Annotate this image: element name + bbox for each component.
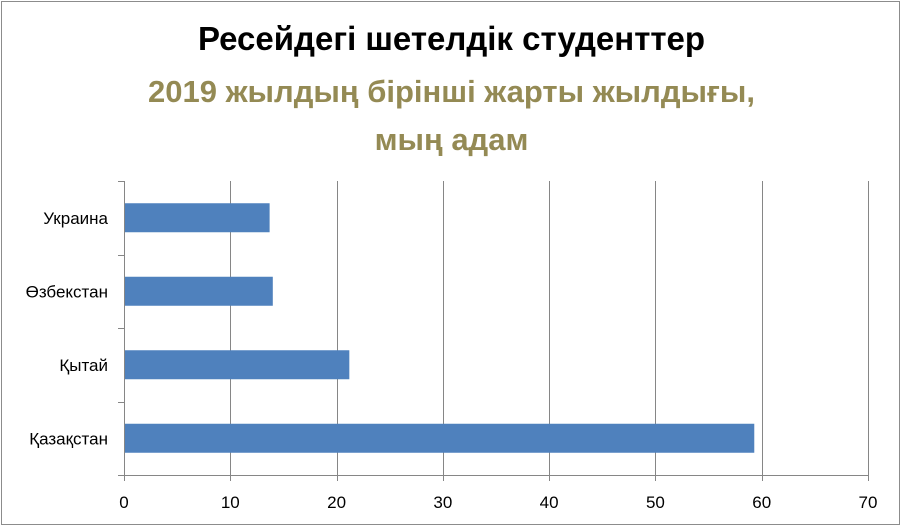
x-tick-label: 20 <box>327 493 346 512</box>
category-label: Қытай <box>59 356 108 375</box>
x-tick-label: 50 <box>646 493 665 512</box>
category-label: Өзбекстан <box>26 282 108 301</box>
chart-subtitle-line-1: 2019 жылдың бірінші жарты жылдығы, <box>148 74 755 109</box>
bar <box>125 203 270 233</box>
chart-title: Ресейдегі шетелдік студенттер <box>197 20 706 57</box>
x-tick-label: 70 <box>859 493 878 512</box>
x-tick-label: 60 <box>752 493 771 512</box>
category-labels: Украина Өзбекстан Қытай Қазақстан <box>26 209 109 449</box>
axes <box>118 181 869 481</box>
bar <box>125 350 350 380</box>
bar <box>125 423 755 453</box>
x-tick-label: 10 <box>221 493 240 512</box>
x-tick-labels: 0 10 20 30 40 50 60 70 <box>119 493 877 512</box>
x-tick-label: 40 <box>540 493 559 512</box>
bars <box>125 203 755 453</box>
bar <box>125 276 273 306</box>
chart-subtitle-line-2: мың адам <box>374 122 529 157</box>
x-tick-label: 30 <box>433 493 452 512</box>
category-label: Украина <box>43 209 108 228</box>
chart-subtitle: 2019 жылдың бірінші жарты жылдығы, мың а… <box>0 68 903 164</box>
x-tick-label: 0 <box>119 493 128 512</box>
category-label: Қазақстан <box>29 429 108 448</box>
